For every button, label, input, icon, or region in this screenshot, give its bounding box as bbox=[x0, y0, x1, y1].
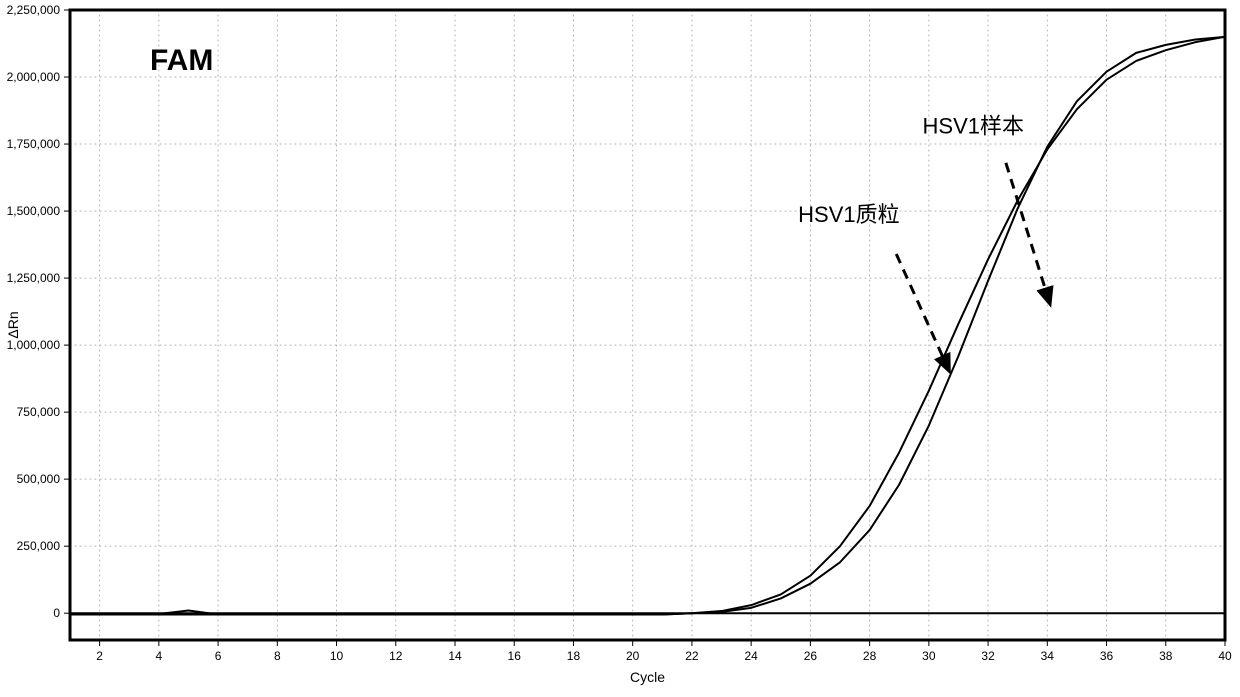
x-tick-label: 28 bbox=[863, 649, 877, 663]
x-tick-label: 32 bbox=[981, 649, 995, 663]
x-tick-label: 8 bbox=[274, 649, 281, 663]
y-tick-label: 2,250,000 bbox=[7, 3, 61, 17]
x-tick-label: 26 bbox=[804, 649, 818, 663]
x-tick-label: 4 bbox=[156, 649, 163, 663]
y-tick-label: 1,500,000 bbox=[7, 204, 61, 218]
y-tick-label: 750,000 bbox=[17, 405, 61, 419]
x-tick-label: 30 bbox=[922, 649, 936, 663]
y-tick-label: 500,000 bbox=[17, 472, 61, 486]
y-tick-label: 1,250,000 bbox=[7, 271, 61, 285]
y-tick-label: 1,000,000 bbox=[7, 338, 61, 352]
x-tick-label: 18 bbox=[567, 649, 581, 663]
hsv1-sample-label: HSV1样本 bbox=[923, 113, 1024, 138]
y-tick-label: 1,750,000 bbox=[7, 137, 61, 151]
x-tick-label: 24 bbox=[744, 649, 758, 663]
x-tick-label: 12 bbox=[389, 649, 403, 663]
x-tick-label: 2 bbox=[96, 649, 103, 663]
x-tick-label: 14 bbox=[448, 649, 462, 663]
y-tick-label: 0 bbox=[53, 606, 60, 620]
x-tick-label: 38 bbox=[1159, 649, 1173, 663]
y-tick-label: 2,000,000 bbox=[7, 70, 61, 84]
hsv1-plasmid-label: HSV1质粒 bbox=[798, 202, 899, 227]
amplification-chart: 246810121416182022242628303234363840Cycl… bbox=[0, 0, 1240, 697]
x-tick-label: 36 bbox=[1100, 649, 1114, 663]
x-tick-label: 10 bbox=[330, 649, 344, 663]
y-tick-label: 250,000 bbox=[17, 539, 61, 553]
x-tick-label: 22 bbox=[685, 649, 699, 663]
x-tick-label: 40 bbox=[1218, 649, 1232, 663]
x-tick-label: 34 bbox=[1041, 649, 1055, 663]
chart-svg: 246810121416182022242628303234363840Cycl… bbox=[0, 0, 1240, 697]
channel-label: FAM bbox=[150, 44, 213, 77]
x-tick-label: 16 bbox=[508, 649, 522, 663]
x-axis-label: Cycle bbox=[630, 669, 665, 685]
y-axis-label: ΔRn bbox=[5, 311, 21, 338]
x-tick-label: 6 bbox=[215, 649, 222, 663]
x-tick-label: 20 bbox=[626, 649, 640, 663]
